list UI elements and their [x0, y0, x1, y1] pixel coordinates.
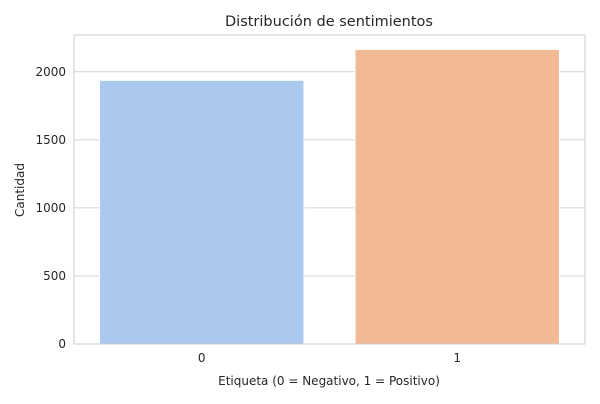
y-tick-label: 0 — [58, 337, 66, 351]
y-tick-label: 1500 — [35, 133, 66, 147]
y-tick-labels: 0 500 1000 1500 2000 — [35, 65, 66, 351]
y-tick-label: 500 — [43, 269, 66, 283]
bar-0 — [99, 79, 305, 345]
chart-title: Distribución de sentimientos — [225, 14, 433, 30]
y-axis-label: Cantidad — [13, 163, 27, 217]
x-tick-label: 1 — [453, 351, 461, 365]
x-tick-label: 0 — [198, 351, 206, 365]
x-axis-label: Etiqueta (0 = Negativo, 1 = Positivo) — [218, 374, 440, 388]
y-tick-label: 2000 — [35, 65, 66, 79]
bars — [99, 48, 560, 345]
y-tick-label: 1000 — [35, 201, 66, 215]
bar-1 — [354, 48, 560, 345]
plot-frame — [73, 34, 586, 345]
